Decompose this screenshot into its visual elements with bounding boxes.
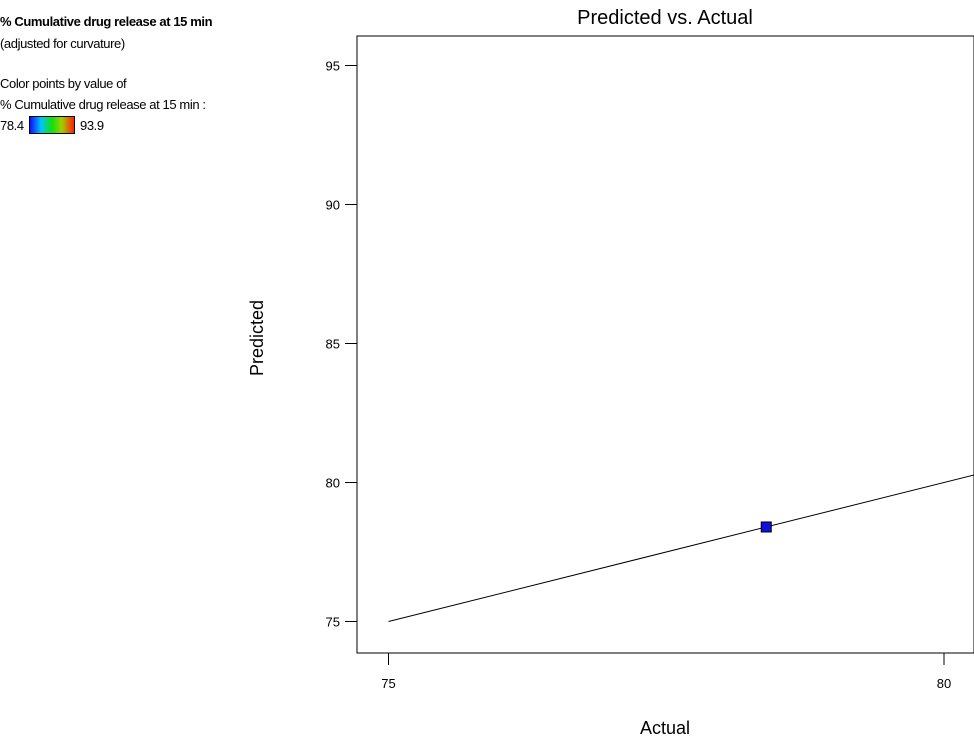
color-scale-max: 93.9 (80, 118, 104, 133)
chart-title: Predicted vs. Actual (577, 7, 753, 29)
reference-line (388, 474, 974, 622)
plot-frame (356, 35, 974, 654)
color-by-label: Color points by value of (0, 76, 127, 91)
color-scale-min: 78.4 (0, 118, 24, 133)
y-axis-label: Predicted (247, 300, 267, 376)
y-tick-label: 95 (326, 59, 340, 74)
y-tick-label: 80 (326, 476, 340, 491)
response-name: % Cumulative drug release at 15 min (0, 14, 213, 29)
x-tick-label: 75 (381, 676, 395, 691)
color-by-response: % Cumulative drug release at 15 min : (0, 97, 206, 112)
y-axis: 75 80 85 90 95 (326, 59, 357, 630)
x-axis-label: Actual (640, 718, 690, 738)
y-tick-label: 85 (326, 337, 340, 352)
adjusted-note: (adjusted for curvature) (0, 36, 125, 51)
color-gradient-bar (29, 116, 75, 134)
data-point (760, 521, 772, 533)
y-tick-label: 75 (326, 615, 340, 630)
x-tick-label: 80 (937, 676, 951, 691)
y-tick-label: 90 (326, 198, 340, 213)
data-points (760, 521, 772, 533)
